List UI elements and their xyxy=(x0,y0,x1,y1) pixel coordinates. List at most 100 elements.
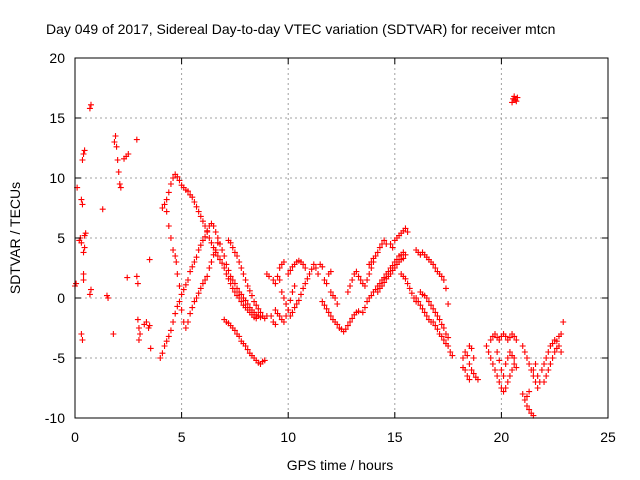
data-point xyxy=(253,315,260,322)
data-point xyxy=(436,316,443,323)
data-point xyxy=(195,247,202,253)
data-point xyxy=(172,310,179,317)
data-point xyxy=(193,254,200,261)
data-point xyxy=(170,247,177,253)
data-point xyxy=(174,173,181,180)
data-point xyxy=(361,283,368,289)
series-arc-upper xyxy=(159,171,260,322)
x-tick-labels: 0 5 10 15 20 25 xyxy=(71,429,616,445)
data-point xyxy=(189,304,196,311)
data-point xyxy=(236,333,243,340)
data-point xyxy=(285,307,292,313)
data-point xyxy=(236,259,243,265)
data-point xyxy=(178,307,185,313)
data-point xyxy=(280,295,287,301)
data-point xyxy=(440,277,447,283)
data-point xyxy=(462,349,469,355)
data-point xyxy=(86,291,93,298)
data-point xyxy=(78,331,85,337)
data-point xyxy=(398,271,405,277)
data-point xyxy=(80,249,87,256)
data-point xyxy=(404,280,411,287)
y-tick-label: 20 xyxy=(49,50,65,66)
data-point xyxy=(236,295,243,301)
data-points xyxy=(72,93,567,419)
data-point xyxy=(159,350,166,357)
data-point xyxy=(327,289,334,295)
data-point xyxy=(231,327,238,334)
data-point xyxy=(137,331,144,337)
data-point xyxy=(442,285,449,292)
data-point xyxy=(81,244,88,251)
data-point xyxy=(408,290,415,297)
data-point xyxy=(325,309,332,316)
data-point xyxy=(332,295,339,301)
data-point xyxy=(464,352,471,359)
data-point xyxy=(280,259,287,265)
data-point xyxy=(172,253,179,259)
data-point xyxy=(558,331,565,337)
data-point xyxy=(321,277,328,283)
data-point xyxy=(506,349,513,355)
data-point xyxy=(135,337,142,343)
data-point xyxy=(223,261,230,268)
y-tick-label: 15 xyxy=(49,110,65,126)
data-point xyxy=(134,280,141,287)
data-point xyxy=(432,265,439,271)
data-point xyxy=(125,151,132,157)
data-point xyxy=(114,157,121,163)
data-point xyxy=(197,213,204,220)
data-point xyxy=(504,355,511,361)
data-point xyxy=(511,333,518,340)
data-point xyxy=(506,373,513,379)
data-point xyxy=(287,267,294,274)
data-point xyxy=(159,205,166,211)
data-point xyxy=(374,289,381,295)
data-point xyxy=(221,265,228,271)
data-point xyxy=(502,333,509,340)
data-point xyxy=(534,385,541,391)
data-point xyxy=(470,355,477,361)
data-point xyxy=(147,345,154,352)
data-point xyxy=(406,285,413,292)
data-point xyxy=(489,361,496,367)
data-point xyxy=(511,355,518,361)
data-point xyxy=(221,253,228,259)
data-point xyxy=(146,322,153,329)
data-point xyxy=(402,225,409,232)
data-point xyxy=(538,367,545,373)
data-point xyxy=(184,277,191,283)
data-point xyxy=(80,151,87,157)
data-point xyxy=(413,295,420,301)
data-point xyxy=(272,280,279,287)
data-point xyxy=(521,397,528,403)
y-axis-title: SDTVAR / TECUs xyxy=(7,182,23,294)
data-point xyxy=(276,313,283,319)
data-point xyxy=(428,302,435,309)
data-point xyxy=(105,295,112,301)
data-point xyxy=(210,223,217,229)
data-point xyxy=(246,287,253,294)
data-point xyxy=(494,349,501,355)
data-point xyxy=(549,355,556,361)
data-point xyxy=(442,331,449,337)
y-tick-label: 0 xyxy=(57,290,65,306)
data-point xyxy=(327,268,334,275)
data-point xyxy=(389,244,396,251)
data-point xyxy=(111,139,118,145)
data-point xyxy=(308,266,315,273)
data-point xyxy=(504,379,511,385)
data-point xyxy=(87,286,94,293)
data-point xyxy=(506,334,513,341)
data-point xyxy=(502,361,509,367)
x-tick-label: 20 xyxy=(494,429,510,445)
data-point xyxy=(387,241,394,247)
data-point xyxy=(432,322,439,329)
data-point xyxy=(509,367,516,373)
series-cluster-14-16 xyxy=(359,225,420,316)
data-point xyxy=(176,177,183,184)
axis-ticks xyxy=(74,57,609,419)
data-point xyxy=(494,373,501,379)
data-point xyxy=(191,259,198,265)
